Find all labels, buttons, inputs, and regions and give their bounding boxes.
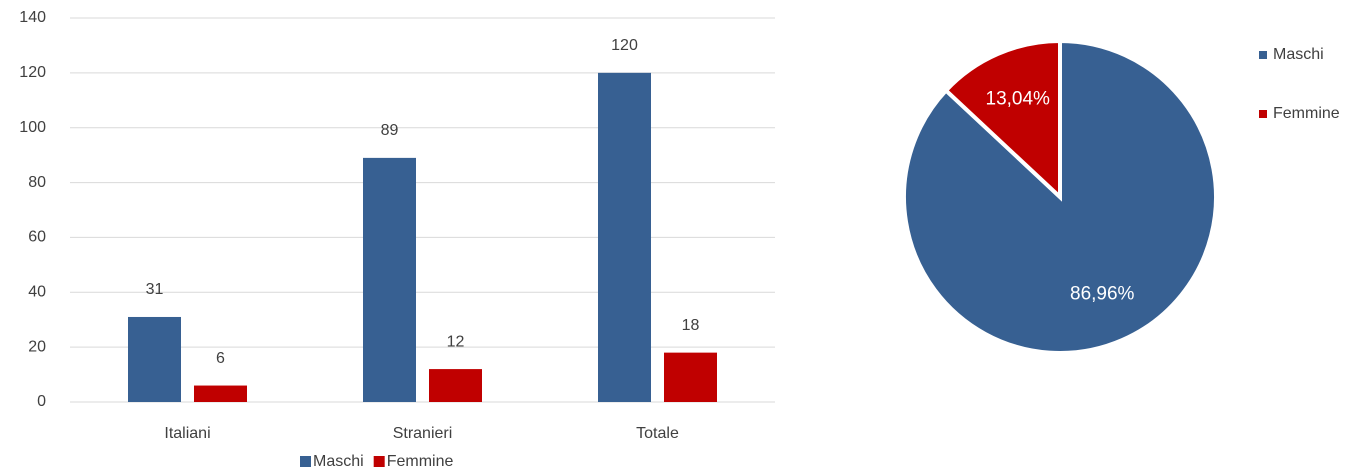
legend-label: Maschi bbox=[313, 453, 364, 470]
data-label: 18 bbox=[682, 317, 700, 334]
legend-label: Femmine bbox=[387, 453, 454, 470]
y-tick-label: 20 bbox=[28, 338, 46, 355]
data-label: 13,04% bbox=[986, 89, 1051, 110]
bar bbox=[363, 157, 416, 402]
legend-swatch bbox=[1259, 51, 1267, 59]
pie-slice bbox=[943, 38, 1062, 202]
x-tick-label: Italiani bbox=[164, 425, 210, 442]
y-tick-label: 100 bbox=[19, 119, 46, 136]
data-label: 120 bbox=[611, 37, 638, 54]
y-tick-label: 80 bbox=[28, 174, 46, 191]
bar bbox=[664, 352, 717, 402]
legend-label: Femmine bbox=[1273, 105, 1340, 122]
bar bbox=[598, 72, 651, 402]
y-tick-label: 0 bbox=[37, 393, 46, 410]
data-label: 31 bbox=[146, 281, 164, 298]
legend-swatch bbox=[373, 456, 385, 467]
legend-label: Maschi bbox=[1273, 46, 1324, 63]
y-tick-label: 120 bbox=[19, 64, 46, 81]
legend-swatch bbox=[300, 456, 311, 467]
x-tick-label: Totale bbox=[636, 425, 679, 442]
bar bbox=[429, 369, 482, 402]
data-label: 89 bbox=[381, 122, 399, 139]
x-tick-label: Stranieri bbox=[393, 425, 453, 442]
bar bbox=[128, 316, 181, 402]
data-label: 12 bbox=[447, 333, 465, 350]
data-label: 86,96% bbox=[1070, 283, 1135, 304]
y-tick-label: 140 bbox=[19, 9, 46, 26]
data-label: 6 bbox=[216, 350, 225, 367]
legend-swatch bbox=[1259, 110, 1267, 118]
bar bbox=[194, 385, 247, 402]
y-tick-label: 40 bbox=[28, 284, 46, 301]
y-tick-label: 60 bbox=[28, 229, 46, 246]
